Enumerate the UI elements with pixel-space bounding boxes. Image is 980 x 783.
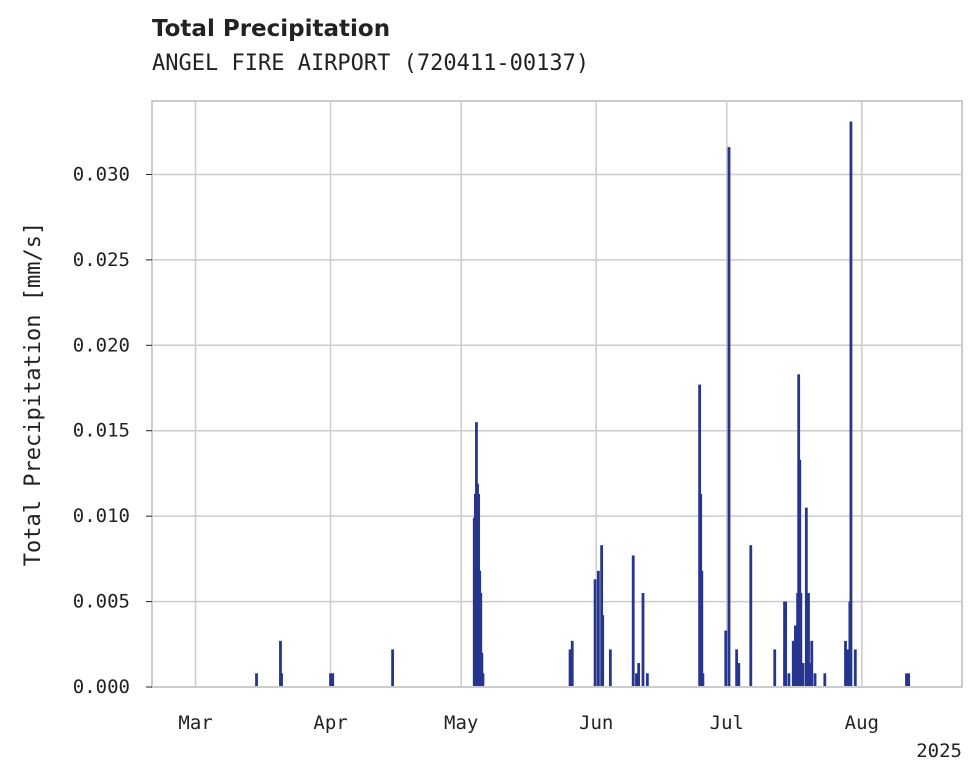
x-tick-label: Apr: [313, 712, 347, 734]
year-label: 2025: [916, 740, 962, 762]
precip-bar: [905, 673, 908, 687]
precip-bar: [479, 593, 483, 687]
precip-bar: [570, 640, 574, 687]
precip-bar: [255, 673, 258, 687]
y-axis-ticks: 0.000 0.005 0.010 0.015 0.020 0.025 0.030: [73, 163, 152, 698]
precip-bar: [804, 507, 808, 687]
precip-bar: [846, 649, 850, 687]
precip-bar: [844, 640, 847, 687]
precip-bar: [608, 649, 612, 687]
precip-bar: [907, 673, 911, 687]
x-tick-label: Jul: [710, 712, 744, 734]
y-tick-label: 0.030: [73, 163, 130, 185]
precip-bar: [784, 601, 788, 687]
precip-bar: [391, 649, 395, 687]
y-tick-label: 0.025: [73, 249, 130, 271]
precip-bar: [329, 673, 332, 687]
precip-bar: [601, 615, 605, 687]
y-tick-label: 0.015: [73, 420, 130, 442]
precip-bar: [593, 579, 597, 687]
x-tick-label: Jun: [579, 712, 613, 734]
y-tick-label: 0.000: [73, 676, 130, 698]
precip-bar: [823, 673, 827, 687]
precip-bar: [787, 673, 791, 687]
precip-bar: [645, 673, 649, 687]
precip-bar: [808, 663, 811, 687]
precip-bar: [798, 459, 802, 687]
precip-bar: [727, 147, 731, 687]
x-tick-label: Aug: [845, 712, 879, 734]
chart-title: Total Precipitation: [152, 16, 391, 42]
precip-bar: [700, 570, 704, 687]
precip-bar: [701, 673, 705, 687]
precip-bar: [735, 649, 739, 687]
precip-bar: [631, 555, 635, 687]
precip-bar: [773, 649, 777, 687]
precip-bar: [279, 640, 282, 687]
bar-series: [255, 121, 911, 687]
precip-bar: [799, 593, 803, 687]
precip-bar: [568, 649, 572, 687]
y-axis-label: Total Precipitation [mm/s]: [21, 222, 46, 566]
precip-bar: [791, 640, 795, 687]
precip-bar: [641, 593, 645, 687]
y-tick-label: 0.005: [73, 591, 130, 613]
precip-bar: [801, 663, 805, 687]
precip-bar: [749, 545, 753, 687]
precip-bar: [794, 625, 797, 687]
chart-subtitle: ANGEL FIRE AIRPORT (720411-00137): [152, 51, 590, 76]
precip-bar: [813, 673, 817, 687]
x-axis-ticks: Mar Apr May Jun Jul Aug: [178, 712, 879, 734]
precip-bar: [637, 663, 641, 687]
x-tick-label: Mar: [178, 712, 212, 734]
precip-bar: [280, 673, 283, 687]
precip-bar: [635, 673, 638, 687]
precip-bar: [480, 652, 484, 687]
grid-lines: [152, 101, 962, 688]
precip-bar: [849, 121, 853, 687]
precip-bar: [807, 593, 810, 687]
y-tick-label: 0.020: [73, 334, 130, 356]
precip-bar: [810, 640, 814, 687]
x-tick-label: May: [444, 712, 478, 734]
precip-bar: [596, 570, 600, 687]
y-tick-label: 0.010: [73, 505, 130, 527]
precip-bar: [737, 663, 741, 687]
precip-bar: [853, 649, 857, 687]
precip-bar: [724, 630, 728, 687]
precip-bar: [331, 673, 335, 687]
precip-bar: [481, 673, 485, 687]
plot-frame: [151, 100, 963, 688]
